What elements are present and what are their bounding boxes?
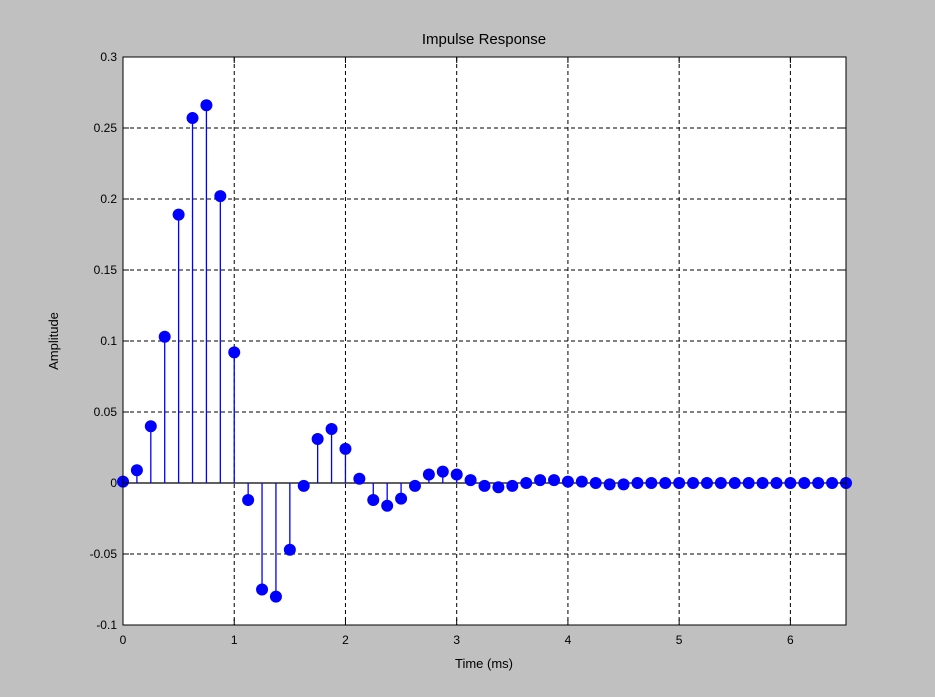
x-tick-label: 2 xyxy=(342,633,349,647)
y-tick-label: 0.3 xyxy=(100,50,117,64)
stem-series xyxy=(117,99,852,603)
stem-marker xyxy=(617,478,630,491)
stem-marker xyxy=(589,477,602,489)
stem-marker xyxy=(325,423,338,436)
stem-marker xyxy=(130,464,143,477)
stem-marker xyxy=(228,346,241,359)
stem-marker xyxy=(603,478,616,491)
stem-marker xyxy=(575,475,588,488)
stem-marker xyxy=(659,477,672,489)
stem-marker xyxy=(144,420,157,433)
stem-marker xyxy=(687,477,700,489)
stem-marker xyxy=(506,479,519,492)
y-axis-label: Amplitude xyxy=(46,312,61,370)
stem-marker xyxy=(812,477,825,489)
y-tick-labels: -0.1 -0.05 0 0.05 0.1 0.15 0.2 0.25 0.3 xyxy=(90,50,118,632)
stem-marker xyxy=(269,590,282,603)
y-tick-label: 0.05 xyxy=(94,405,118,419)
stem-marker xyxy=(158,330,171,343)
stem-marker xyxy=(283,543,296,556)
stem-marker xyxy=(339,442,352,455)
stem-marker xyxy=(534,474,547,487)
stem-marker xyxy=(673,477,686,489)
stem-marker xyxy=(214,190,227,203)
stem-marker xyxy=(172,208,185,221)
stem-marker xyxy=(798,477,811,489)
x-tick-label: 5 xyxy=(676,633,683,647)
stem-marker xyxy=(242,494,255,507)
y-tick-label: 0.1 xyxy=(100,334,117,348)
stem-marker xyxy=(784,477,797,489)
stem-marker xyxy=(436,465,449,478)
stem-marker xyxy=(478,479,491,492)
y-tick-label: -0.1 xyxy=(96,618,117,632)
stem-marker xyxy=(186,112,199,125)
x-tick-label: 0 xyxy=(120,633,127,647)
stem-marker xyxy=(422,468,435,481)
stem-marker xyxy=(408,479,421,492)
stem-marker xyxy=(311,432,324,445)
x-tick-labels: 0 1 2 3 4 5 6 xyxy=(120,633,794,647)
stem-marker xyxy=(770,477,783,489)
stem-marker xyxy=(200,99,213,112)
stem-marker xyxy=(450,468,463,481)
stem-marker xyxy=(492,481,505,494)
stem-marker xyxy=(742,477,755,489)
y-tick-label: -0.05 xyxy=(90,547,118,561)
stem-marker xyxy=(645,477,658,489)
stem-marker xyxy=(520,477,533,489)
x-tick-label: 1 xyxy=(231,633,238,647)
stem-marker xyxy=(353,472,366,485)
tick-marks xyxy=(122,56,846,626)
x-tick-label: 4 xyxy=(565,633,572,647)
y-tick-label: 0.25 xyxy=(94,121,118,135)
chart-title: Impulse Response xyxy=(422,31,546,48)
stem-marker xyxy=(826,477,839,489)
stem-marker xyxy=(561,475,574,488)
y-tick-label: 0.15 xyxy=(94,263,118,277)
stem-marker xyxy=(631,477,644,489)
stem-marker xyxy=(381,499,394,512)
x-tick-label: 6 xyxy=(787,633,794,647)
x-tick-label: 3 xyxy=(453,633,460,647)
stem-marker xyxy=(728,477,741,489)
y-tick-label: 0.2 xyxy=(100,192,117,206)
stem-marker xyxy=(367,494,380,507)
y-tick-label: 0 xyxy=(110,476,117,490)
stem-marker xyxy=(256,583,269,596)
x-axis-label: Time (ms) xyxy=(455,656,513,671)
stem-marker xyxy=(464,474,477,487)
stem-marker xyxy=(297,479,310,492)
stem-marker xyxy=(548,474,561,487)
stem-marker xyxy=(395,492,408,505)
stem-marker xyxy=(700,477,713,489)
stem-marker xyxy=(756,477,769,489)
stem-marker xyxy=(714,477,727,489)
